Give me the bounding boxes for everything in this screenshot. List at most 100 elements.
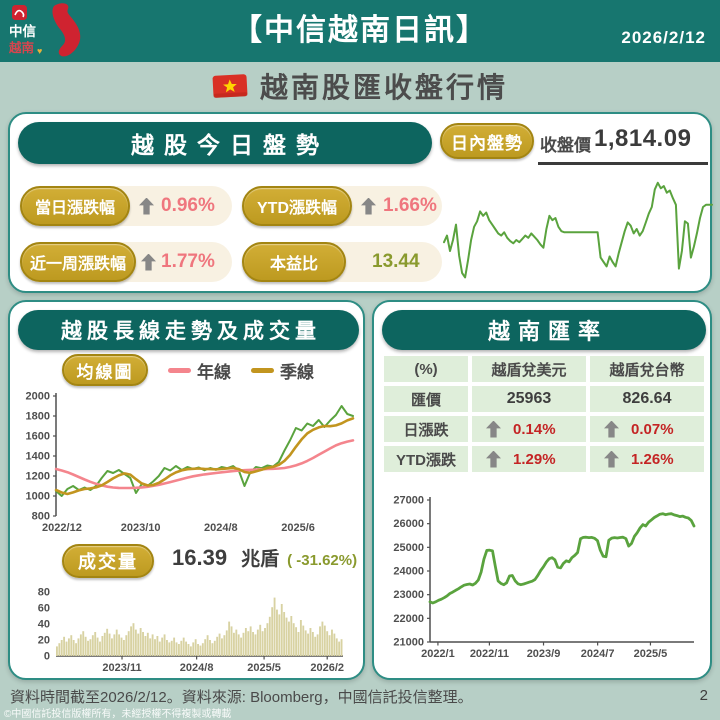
stat-pe-ratio: 本益比 13.44	[242, 242, 442, 282]
stat-ytd-change-value: 1.66%	[383, 195, 437, 216]
stat-daily-change-value: 0.96%	[161, 195, 215, 216]
brand-logo: 中信 越南 ♥	[8, 3, 81, 57]
volume-bar	[194, 639, 197, 656]
volume-bar	[182, 637, 185, 656]
volume-bar	[254, 634, 257, 656]
volume-bar	[127, 631, 130, 656]
fx-table-header-pct: (%)	[384, 356, 468, 382]
volume-bar	[166, 640, 168, 656]
volume-bar	[204, 639, 207, 656]
volume-bar	[122, 640, 125, 656]
volume-bar	[331, 629, 333, 656]
volume-bar	[278, 614, 281, 656]
up-arrow-icon	[361, 197, 377, 215]
volume-bar	[328, 635, 331, 656]
fx-price-twd: 826.64	[590, 386, 704, 412]
fx-row-ytd-label: YTD漲跌	[384, 446, 468, 472]
close-price-value: 1,814.09	[594, 125, 692, 152]
y-tick-label: 1000	[26, 491, 50, 503]
fx-ytd-usd: 1.29%	[472, 446, 586, 472]
vietnam-map-icon	[52, 3, 81, 57]
quarterly-line-label: 季線	[280, 362, 314, 382]
x-tick-label: 2025/5	[634, 648, 668, 660]
ma-chart-badge: 均線圖	[62, 354, 148, 386]
volume-bar	[173, 637, 176, 656]
volume-bar	[276, 609, 278, 656]
up-arrow-icon	[604, 420, 619, 438]
fx-price-usd: 25963	[472, 386, 586, 412]
logo-text-bottom: 越南	[8, 40, 35, 55]
volume-bar	[211, 643, 214, 656]
volume-bar	[163, 634, 166, 656]
volume-chart: 80 60 40 20 0 2023/11 2024/8 2025/5 2026/2	[38, 587, 344, 675]
x-tick-label: 2023/10	[121, 522, 161, 534]
fx-daily-twd: 0.07%	[590, 416, 704, 442]
volume-bar	[89, 639, 92, 656]
volume-bar	[316, 634, 319, 656]
series-line-年線	[54, 439, 355, 490]
stat-daily-change: 當日漲跌幅 0.96%	[20, 186, 232, 226]
volume-bar	[232, 632, 235, 656]
x-tick-label: 2024/7	[581, 648, 615, 660]
annual-line-swatch	[168, 367, 191, 373]
report-date: 2026/2/12	[621, 28, 706, 47]
volume-yoy-change: ( -31.62%)	[287, 552, 358, 569]
x-tick-label: 2022/12	[42, 522, 82, 534]
volume-bar	[158, 641, 161, 656]
volume-bar	[242, 632, 245, 656]
volume-bar	[77, 638, 80, 656]
volume-bar	[91, 635, 94, 656]
volume-bar	[65, 641, 68, 656]
volume-bar	[161, 637, 164, 656]
volume-bar	[335, 638, 338, 656]
y-tick-label: 1200	[26, 471, 50, 483]
volume-bar	[302, 625, 305, 656]
volume-bar	[168, 642, 171, 656]
up-arrow-icon	[604, 450, 619, 468]
volume-bar	[130, 626, 133, 656]
volume-unit: 兆盾	[241, 549, 280, 570]
volume-bar	[304, 630, 307, 656]
volume-bar	[115, 629, 118, 656]
y-tick-label: 0	[44, 651, 50, 663]
volume-bar	[235, 629, 238, 656]
volume-bar	[199, 645, 202, 656]
moving-average-legend-row: 均線圖 年線 季線	[10, 354, 367, 386]
volume-bar	[87, 640, 89, 656]
volume-bar	[197, 644, 199, 656]
heart-icon: ♥	[37, 46, 42, 56]
volume-bar	[271, 607, 274, 656]
volume-bar	[290, 616, 293, 656]
x-tick-label: 2025/6	[281, 522, 315, 534]
data-source-note: 資料時間截至2026/2/12。資料來源: Bloomberg，中國信託投信整理…	[10, 689, 473, 706]
volume-bar	[113, 634, 116, 656]
stat-week-change-value: 1.77%	[161, 251, 215, 272]
volume-bar	[252, 632, 254, 656]
volume-bar	[75, 643, 77, 656]
volume-bar	[106, 628, 109, 656]
volume-bar	[216, 636, 219, 656]
volume-bar	[144, 636, 147, 656]
fx-daily-usd-value: 0.14%	[513, 420, 556, 438]
volume-bar	[314, 636, 317, 656]
volume-bar	[120, 637, 123, 656]
stat-week-change-badge: 近一周漲跌幅	[20, 242, 137, 282]
today-panel-title: 越股今日盤勢	[18, 122, 432, 164]
series-line-季線	[54, 417, 355, 496]
volume-bar	[175, 642, 178, 656]
volume-bar	[287, 621, 290, 656]
volume-bar	[340, 639, 343, 656]
up-arrow-icon	[486, 420, 501, 438]
volume-bar	[321, 621, 324, 656]
volume-bar	[268, 616, 271, 656]
volume-bar	[280, 604, 283, 656]
y-tick-label: 22000	[393, 613, 424, 625]
volume-bar	[180, 640, 183, 656]
volume-bar	[240, 637, 243, 656]
copyright-note: ©中國信託投信版權所有，未經授權不得複製或轉載	[4, 709, 232, 720]
fx-table-header-usd: 越盾兌美元	[472, 356, 586, 382]
volume-bar	[142, 632, 144, 656]
volume-bar	[326, 631, 329, 656]
y-tick-label: 27000	[393, 495, 424, 507]
